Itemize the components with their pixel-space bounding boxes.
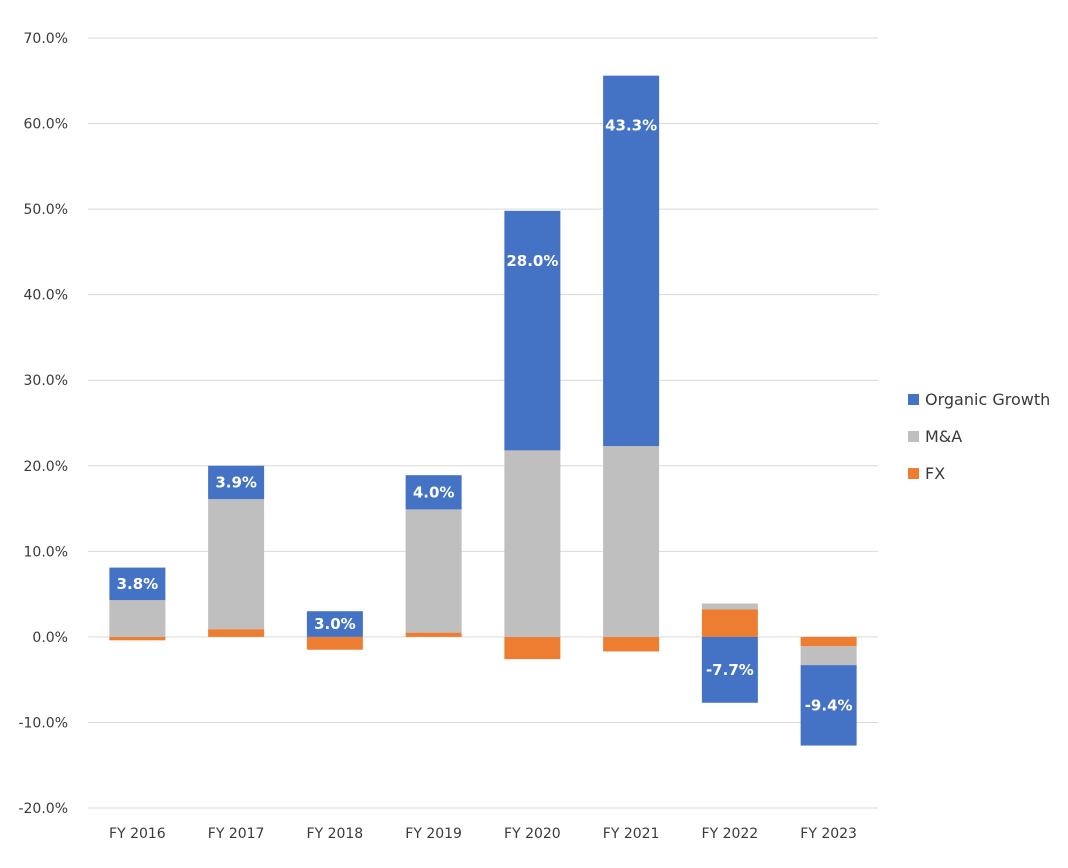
bar-organic-growth-fy-2023 xyxy=(800,665,857,746)
x-category-label: FY 2017 xyxy=(208,826,265,842)
bar-fx-fy-2022 xyxy=(701,609,758,637)
bar-organic-growth-fy-2017 xyxy=(208,465,265,500)
legend-label-organic-growth: Organic Growth xyxy=(925,390,1050,409)
legend-swatch-fx xyxy=(908,468,919,479)
bar-organic-growth-fy-2018 xyxy=(306,611,363,637)
data-label-fy-2023: -9.4% xyxy=(805,696,853,714)
data-label-fy-2021: 43.3% xyxy=(605,117,657,135)
y-tick-label: -20.0% xyxy=(18,801,68,817)
bar-m-a-fy-2017 xyxy=(208,499,265,630)
gridlines xyxy=(88,37,878,809)
legend-swatch-m-a xyxy=(908,431,919,442)
x-category-label: FY 2018 xyxy=(307,826,364,842)
y-tick-label: 40.0% xyxy=(24,288,68,304)
bar-organic-growth-fy-2016 xyxy=(109,567,166,601)
y-tick-label: 70.0% xyxy=(24,31,68,47)
bar-organic-growth-fy-2019 xyxy=(405,475,462,510)
y-tick-label: 60.0% xyxy=(24,117,68,133)
legend: Organic Growth M&A FX xyxy=(908,390,1050,483)
data-label-fy-2017: 3.9% xyxy=(215,473,257,491)
bar-fx-fy-2021 xyxy=(603,636,660,652)
legend-label-fx: FX xyxy=(925,464,945,483)
x-category-label: FY 2022 xyxy=(702,826,759,842)
bar-organic-growth-fy-2020 xyxy=(504,210,561,451)
bars xyxy=(109,75,857,746)
data-label-fy-2016: 3.8% xyxy=(117,575,159,593)
y-axis-ticks: 70.0% 60.0% 50.0% 40.0% 30.0% 20.0% 10.0% 0.0% -… xyxy=(18,31,68,817)
data-label-fy-2019: 4.0% xyxy=(413,483,455,501)
data-label-fy-2018: 3.0% xyxy=(314,615,356,633)
y-tick-label: 10.0% xyxy=(24,544,68,560)
x-axis-categories: FY 2016 FY 2017 FY 2018 FY 2019 FY 2020 FY 20… xyxy=(109,826,857,842)
bar-fx-fy-2018 xyxy=(306,636,363,650)
bar-m-a-fy-2019 xyxy=(405,509,462,633)
bar-fx-fy-2020 xyxy=(504,636,561,660)
bar-fx-fy-2023 xyxy=(800,636,857,647)
bar-organic-growth-fy-2022 xyxy=(701,636,758,703)
x-category-label: FY 2016 xyxy=(109,826,166,842)
y-tick-label: 50.0% xyxy=(24,202,68,218)
data-labels: 3.8% 3.9% 3.0% 4.0% 28.0% 43.3% -7.7% -9.4% xyxy=(117,117,853,715)
y-tick-label: 20.0% xyxy=(24,459,68,475)
bar-m-a-fy-2020 xyxy=(504,450,561,637)
x-category-label: FY 2023 xyxy=(800,826,857,842)
data-label-fy-2020: 28.0% xyxy=(506,252,558,270)
x-category-label: FY 2021 xyxy=(603,826,660,842)
bar-fx-fy-2017 xyxy=(208,629,265,637)
data-label-fy-2022: -7.7% xyxy=(706,661,754,679)
bar-fx-fy-2016 xyxy=(109,636,166,641)
x-category-label: FY 2019 xyxy=(405,826,462,842)
bar-m-a-fy-2016 xyxy=(109,600,166,637)
x-category-label: FY 2020 xyxy=(504,826,561,842)
bar-m-a-fy-2023 xyxy=(800,646,857,666)
bar-m-a-fy-2022 xyxy=(701,603,758,610)
bar-organic-growth-fy-2021 xyxy=(603,75,660,447)
bar-fx-fy-2019 xyxy=(405,632,462,637)
legend-swatch-organic-growth xyxy=(908,394,919,405)
y-tick-label: 0.0% xyxy=(32,630,68,646)
y-tick-label: 30.0% xyxy=(24,373,68,389)
legend-label-m-a: M&A xyxy=(925,427,962,446)
bar-m-a-fy-2021 xyxy=(603,446,660,637)
y-tick-label: -10.0% xyxy=(18,715,68,731)
